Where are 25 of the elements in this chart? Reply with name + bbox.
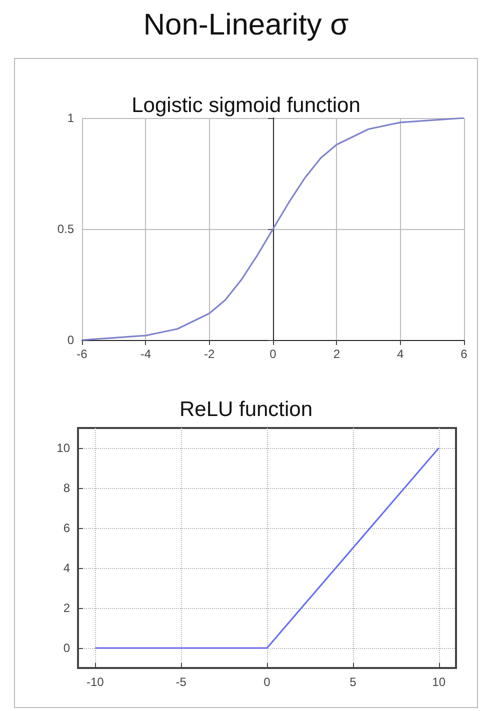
- y-tick-label: 0: [63, 641, 70, 655]
- x-tick-label: -5: [176, 675, 187, 689]
- y-tick-label: 8: [63, 481, 70, 495]
- y-tick-label: 6: [63, 521, 70, 535]
- x-tick-label: -6: [76, 347, 88, 361]
- x-tick-label: 0: [270, 347, 277, 361]
- x-tick-label: -2: [204, 347, 215, 361]
- x-tick-label: 2: [333, 347, 340, 361]
- y-tick-label: 0: [67, 333, 74, 347]
- y-tick-label: 1: [67, 111, 74, 125]
- text: Non-Linearity σ: [143, 8, 350, 42]
- x-tick-label: -10: [86, 675, 104, 689]
- x-tick-label: 0: [264, 675, 271, 689]
- line-series: [81, 117, 465, 341]
- x-tick-label: -4: [140, 347, 152, 361]
- y-tick-label: 0.5: [57, 222, 74, 236]
- x-tick-label: 4: [396, 347, 404, 361]
- y-tick-label: 4: [63, 561, 70, 575]
- x-tick-label: 5: [350, 675, 357, 689]
- y-tick-label: 2: [63, 601, 70, 615]
- chart-title: Logistic sigmoid function: [132, 94, 360, 117]
- y-tick-label: 10: [56, 441, 70, 455]
- x-tick-label: 10: [432, 675, 446, 689]
- x-tick-label: 6: [460, 347, 468, 361]
- chart-title: ReLU function: [179, 398, 313, 421]
